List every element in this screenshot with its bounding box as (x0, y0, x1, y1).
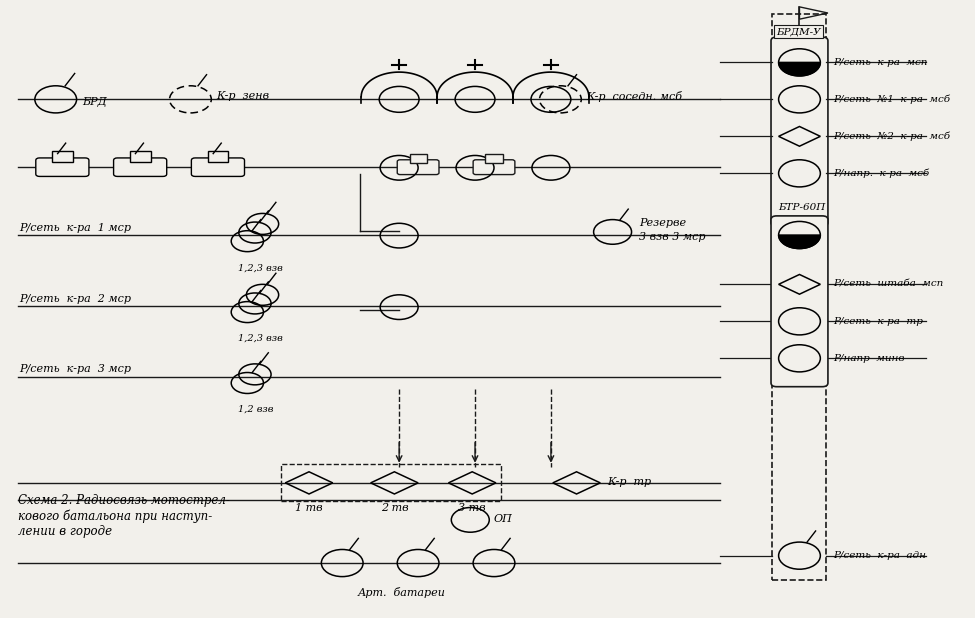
FancyBboxPatch shape (772, 14, 826, 580)
Text: Резерве: Резерве (640, 218, 686, 227)
Text: Р/сеть  штаба  мсп: Р/сеть штаба мсп (834, 280, 944, 289)
Text: Р/сеть  к-ра  2 мср: Р/сеть к-ра 2 мср (20, 294, 132, 303)
Text: БТР-60П: БТР-60П (779, 203, 826, 212)
Text: Схема 2. Радиосвязь мотострел-
кового батальона при наступ-
лении в городе: Схема 2. Радиосвязь мотострел- кового ба… (18, 494, 230, 538)
Text: 1 тв: 1 тв (295, 502, 323, 512)
FancyBboxPatch shape (36, 158, 89, 176)
FancyBboxPatch shape (473, 160, 515, 174)
Text: Р/сеть  №2  к-ра  мсб: Р/сеть №2 к-ра мсб (834, 132, 951, 141)
Text: Р/напр.  к-ра  мсб: Р/напр. к-ра мсб (834, 169, 930, 178)
FancyBboxPatch shape (771, 37, 828, 226)
Text: Арт.  батареи: Арт. батареи (358, 587, 446, 598)
Bar (130, 151, 150, 163)
Text: Р/напр  минв: Р/напр минв (834, 354, 905, 363)
Text: К-р  тр: К-р тр (606, 476, 651, 486)
Text: БРД: БРД (82, 98, 107, 108)
Text: Р/сеть  к-ра  адн: Р/сеть к-ра адн (834, 551, 926, 560)
Bar (208, 151, 228, 163)
FancyBboxPatch shape (191, 158, 245, 176)
Text: Р/сеть  к-ра  тр: Р/сеть к-ра тр (834, 317, 923, 326)
FancyBboxPatch shape (113, 158, 167, 176)
FancyBboxPatch shape (397, 160, 439, 174)
Text: 3 тв: 3 тв (458, 502, 486, 512)
FancyBboxPatch shape (771, 216, 828, 387)
Polygon shape (779, 62, 820, 76)
Text: 2 тв: 2 тв (380, 502, 409, 512)
Text: К-р  соседн. мсб: К-р соседн. мсб (586, 91, 682, 102)
Text: К-р  зенв: К-р зенв (216, 91, 269, 101)
Bar (52, 151, 73, 163)
Text: Р/сеть  №1  к-ра  мсб: Р/сеть №1 к-ра мсб (834, 95, 951, 104)
Bar (410, 154, 427, 163)
Text: ОП: ОП (494, 514, 513, 523)
Text: Р/сеть  к-ра  1 мср: Р/сеть к-ра 1 мср (20, 222, 132, 232)
Polygon shape (779, 235, 820, 248)
Text: Р/сеть  к-ра  мсп: Р/сеть к-ра мсп (834, 58, 928, 67)
Text: 1,2 взв: 1,2 взв (238, 405, 273, 414)
Text: 1,2,3 взв: 1,2,3 взв (238, 263, 283, 272)
Bar (486, 154, 502, 163)
Text: Р/сеть  к-ра  3 мср: Р/сеть к-ра 3 мср (20, 365, 132, 375)
Text: 3 взв 3 мср: 3 взв 3 мср (640, 232, 706, 242)
Text: БРДМ-У: БРДМ-У (776, 27, 821, 36)
Text: 1,2,3 взв: 1,2,3 взв (238, 334, 283, 343)
